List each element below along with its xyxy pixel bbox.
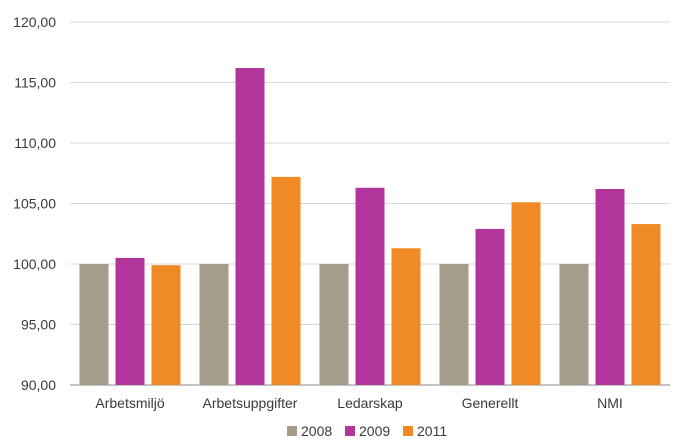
bar-nmi-2011: [631, 224, 661, 385]
bar-nmi-2009: [595, 188, 625, 385]
y-tick-label: 105,00: [13, 196, 56, 212]
legend-label-2011: 2011: [417, 423, 447, 439]
bar-arbetsuppgifter-2011: [271, 176, 301, 385]
legend-swatch-2009: [345, 426, 355, 436]
bar-ledarskap-2008: [319, 264, 349, 385]
y-tick-label: 120,00: [13, 14, 56, 30]
x-category-label: NMI: [597, 395, 623, 411]
bar-arbetsuppgifter-2009: [235, 67, 265, 385]
bar-nmi-2008: [559, 264, 589, 385]
bar-ledarskap-2011: [391, 248, 421, 385]
y-tick-label: 115,00: [14, 75, 56, 91]
legend-label-2008: 2008: [301, 423, 332, 439]
x-category-label: Generellt: [462, 395, 519, 411]
y-tick-label: 95,00: [21, 317, 56, 333]
x-category-label: Ledarskap: [337, 395, 403, 411]
bar-generellt-2011: [511, 202, 541, 385]
bar-generellt-2009: [475, 228, 505, 385]
x-category-label: Arbetsmiljö: [95, 395, 164, 411]
y-tick-label: 110,00: [14, 135, 56, 151]
bar-arbetsuppgifter-2008: [199, 264, 229, 385]
legend-swatch-2011: [403, 426, 413, 436]
legend-swatch-2008: [287, 426, 297, 436]
bar-generellt-2008: [439, 264, 469, 385]
y-tick-label: 100,00: [13, 256, 56, 272]
legend-label-2009: 2009: [359, 423, 390, 439]
bar-arbetsmilj--2011: [151, 265, 181, 385]
bar-arbetsmilj--2008: [79, 264, 109, 385]
y-tick-label: 90,00: [21, 377, 56, 393]
bar-ledarskap-2009: [355, 187, 385, 385]
x-category-label: Arbetsuppgifter: [203, 395, 298, 411]
bar-arbetsmilj--2009: [115, 257, 145, 385]
